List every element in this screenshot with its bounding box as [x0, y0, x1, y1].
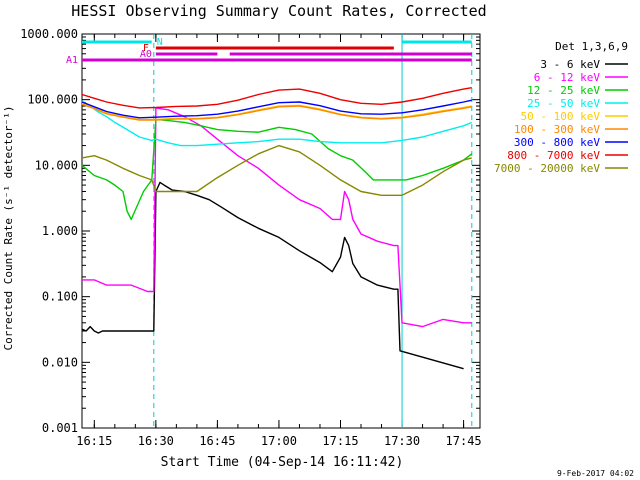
flag-label-a1: A1 — [66, 55, 78, 66]
series-line — [81, 87, 472, 109]
legend-entry-label: 25 - 50 keV — [527, 97, 600, 110]
legend-entry-label: 3 - 6 keV — [540, 58, 600, 71]
y-tick-label: 1000.000 — [20, 27, 78, 41]
plot-frame — [81, 33, 481, 429]
series-line — [81, 118, 473, 221]
x-tick-label: 17:45 — [446, 434, 482, 448]
y-tick-label: 0.001 — [42, 421, 78, 435]
series-line — [81, 103, 472, 121]
legend-entry-label: 12 - 25 keV — [527, 84, 600, 97]
series-line — [81, 144, 472, 197]
plot-timestamp: 9-Feb-2017 04:02 — [556, 469, 634, 478]
series-line — [82, 107, 472, 328]
legend-entry-label: 6 - 12 keV — [534, 71, 601, 84]
x-tick-label: 16:15 — [76, 434, 112, 448]
y-axis-label: Corrected Count Rate (s⁻¹ detector⁻¹) — [2, 105, 15, 350]
series-line — [81, 181, 464, 370]
legend-entry-label: 100 - 300 keV — [514, 123, 600, 136]
y-tick-label: 1.000 — [42, 224, 78, 238]
flag-label-a0: A0 — [140, 49, 152, 60]
x-axis-label: Start Time (04-Sep-14 16:11:42) — [161, 455, 404, 470]
legend-entry-label: 50 - 100 keV — [521, 110, 601, 123]
x-tick-label: 16:30 — [138, 434, 174, 448]
x-tick-label: 17:30 — [384, 434, 420, 448]
series-line — [81, 99, 472, 119]
legend-entry-label: 800 - 7000 keV — [507, 149, 600, 162]
x-tick-label: 16:45 — [199, 434, 235, 448]
x-tick-label: 17:00 — [261, 434, 297, 448]
legend-entry-label: 7000 - 20000 keV — [494, 162, 600, 175]
legend-entry-label: 300 - 800 keV — [514, 136, 600, 149]
flag-label-f: F — [143, 43, 149, 54]
y-tick-label: 100.000 — [27, 93, 78, 107]
y-tick-label: 0.100 — [42, 290, 78, 304]
y-tick-label: 10.000 — [35, 158, 78, 172]
y-tick-label: 0.010 — [42, 355, 78, 369]
flag-label-n: N — [157, 37, 163, 48]
series-line — [81, 100, 473, 147]
x-tick-label: 17:15 — [322, 434, 358, 448]
chart-title: HESSI Observing Summary Count Rates, Cor… — [71, 2, 486, 20]
legend-title: Det 1,3,6,9 — [555, 40, 628, 53]
